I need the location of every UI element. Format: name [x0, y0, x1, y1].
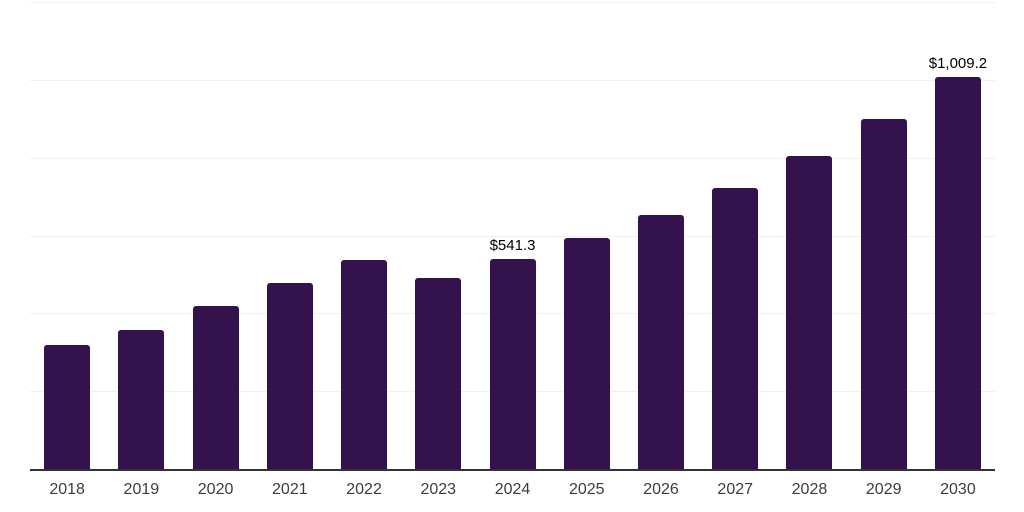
bar-2021 — [266, 283, 313, 470]
bars-container: $541.3 $1,009.2 — [30, 3, 995, 470]
x-tick-label-2030: 2030 — [940, 481, 976, 498]
x-tick-label-2027: 2027 — [717, 481, 754, 498]
x-tick-label-2021: 2021 — [272, 481, 308, 498]
bar-slot-2030: $1,009.2 — [921, 3, 995, 470]
gridline-600 — [30, 235, 995, 237]
x-tick-label-2026: 2026 — [643, 481, 679, 498]
bar-2020 — [192, 305, 239, 470]
bar-value-label-2024: $541.3 — [489, 237, 536, 255]
x-tick-label-2025: 2025 — [568, 481, 605, 498]
x-tick-label-2023: 2023 — [420, 481, 457, 498]
bar-2030 — [934, 77, 981, 470]
bar-2027 — [712, 188, 759, 470]
bar-2026 — [637, 215, 684, 470]
gridline-1000 — [30, 79, 995, 81]
bar-slot-2020 — [178, 3, 252, 470]
bar-slot-2021 — [253, 3, 327, 470]
bar-slot-2022 — [327, 3, 401, 470]
bar-value-label-2030: $1,009.2 — [928, 55, 988, 73]
x-axis-line — [30, 469, 995, 471]
bar-slot-2027 — [698, 3, 772, 470]
x-tick-label-2020: 2020 — [197, 481, 234, 498]
bar-2018 — [44, 345, 91, 470]
bar-slot-2018 — [30, 3, 104, 470]
bar-slot-2026 — [624, 3, 698, 470]
bar-slot-2028 — [772, 3, 846, 470]
x-tick-label-2028: 2028 — [791, 481, 828, 498]
gridline-800 — [30, 157, 995, 159]
gridline-1200 — [30, 2, 995, 3]
bar-slot-2025 — [550, 3, 624, 470]
bar-slot-2029 — [847, 3, 921, 470]
x-axis-labels: 2018 2019 2020 2021 2022 2023 2024 2025 2026 2027… — [30, 473, 995, 507]
bar-2024 — [489, 259, 536, 470]
bar-slot-2023 — [401, 3, 475, 470]
bar-2029 — [860, 118, 907, 470]
bar-2028 — [786, 155, 833, 470]
x-tick-label-2029: 2029 — [865, 481, 902, 498]
x-tick-label-2018: 2018 — [49, 481, 85, 498]
bar-2023 — [415, 277, 462, 470]
bar-2025 — [563, 237, 610, 470]
bar-slot-2024: $541.3 — [475, 3, 549, 470]
bar-2022 — [341, 260, 388, 470]
bar-2019 — [118, 330, 165, 470]
plot-area: $541.3 $1,009.2 — [30, 2, 995, 471]
bar-slot-2019 — [104, 3, 178, 470]
x-tick-label-2022: 2022 — [346, 481, 382, 498]
x-tick-label-2024: 2024 — [494, 481, 531, 498]
x-tick-label-2019: 2019 — [123, 481, 160, 498]
